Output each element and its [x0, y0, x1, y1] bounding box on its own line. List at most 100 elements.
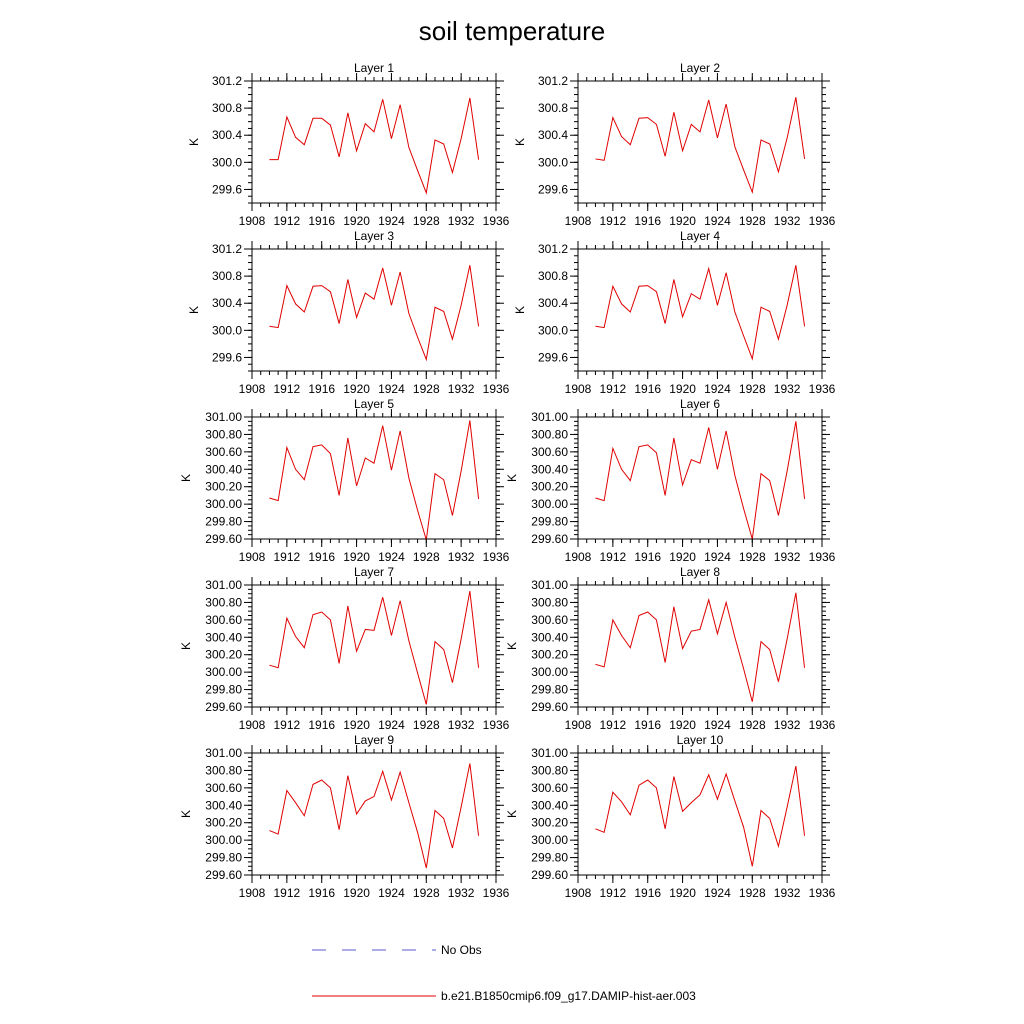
x-tick-label: 1916	[308, 886, 335, 900]
y-tick-label: 300.0	[538, 323, 568, 337]
y-tick-label: 300.40	[205, 462, 242, 476]
series-line	[269, 420, 480, 541]
panel-layer-2: Layer 2 K 1908 1912 1916 1920 1924 1928 1932 1936…	[513, 61, 836, 228]
y-axis-label: K	[187, 138, 201, 146]
y-tick-label: 301.2	[538, 242, 568, 256]
panel-title: Layer 1	[354, 61, 394, 75]
x-tick-label: 1928	[413, 382, 440, 396]
y-tick-label: 300.20	[205, 480, 242, 494]
x-tick-label: 1924	[704, 382, 731, 396]
x-tick-label: 1916	[308, 718, 335, 732]
x-tick-label: 1908	[565, 886, 592, 900]
y-tick-label: 299.80	[205, 683, 242, 697]
y-tick-label: 300.80	[205, 763, 242, 777]
x-tick-label: 1920	[669, 886, 696, 900]
y-tick-label: 299.60	[531, 532, 568, 546]
panel-layer-7: Layer 7 K 1908 1912 1916 1920 1924 1928 1932 1936…	[179, 565, 510, 732]
y-tick-label: 300.60	[531, 445, 568, 459]
series-line	[595, 592, 806, 702]
x-tick-label: 1916	[634, 718, 661, 732]
legend: No Obs b.e21.B1850cmip6.f09_g17.DAMIP-hi…	[312, 943, 696, 1003]
x-tick-label: 1932	[774, 718, 801, 732]
x-tick-label: 1932	[448, 718, 475, 732]
x-tick-label: 1936	[483, 214, 510, 228]
y-tick-label: 299.80	[531, 851, 568, 865]
x-tick-label: 1932	[774, 382, 801, 396]
x-tick-label: 1932	[448, 382, 475, 396]
x-tick-label: 1936	[809, 886, 836, 900]
y-tick-label: 301.00	[205, 410, 242, 424]
x-tick-label: 1936	[809, 214, 836, 228]
series-line	[595, 265, 806, 361]
y-tick-label: 299.6	[538, 182, 568, 196]
panel-title: Layer 10	[677, 733, 724, 747]
x-tick-label: 1920	[669, 550, 696, 564]
y-tick-label: 300.60	[205, 445, 242, 459]
x-tick-label: 1928	[739, 382, 766, 396]
x-tick-label: 1916	[634, 886, 661, 900]
y-tick-label: 300.40	[531, 798, 568, 812]
panel-layer-1: Layer 1 K 1908 1912 1916 1920 1924 1928 1932 1936…	[187, 61, 510, 228]
panel-layer-5: Layer 5 K 1908 1912 1916 1920 1924 1928 1932 1936…	[179, 397, 510, 564]
x-tick-label: 1908	[239, 214, 266, 228]
series-line	[269, 265, 480, 362]
y-tick-label: 299.60	[531, 700, 568, 714]
x-tick-label: 1932	[448, 550, 475, 564]
x-tick-label: 1936	[809, 718, 836, 732]
y-tick-label: 299.60	[531, 868, 568, 882]
y-tick-label: 300.80	[531, 595, 568, 609]
x-tick-label: 1916	[308, 214, 335, 228]
panel-title: Layer 5	[354, 397, 394, 411]
x-tick-label: 1932	[774, 886, 801, 900]
y-tick-label: 299.80	[205, 515, 242, 529]
x-tick-label: 1908	[565, 382, 592, 396]
x-tick-label: 1920	[343, 886, 370, 900]
y-axis-label: K	[179, 642, 193, 650]
x-tick-label: 1920	[343, 550, 370, 564]
x-tick-label: 1908	[239, 382, 266, 396]
y-tick-label: 300.20	[531, 648, 568, 662]
x-tick-label: 1932	[774, 214, 801, 228]
x-tick-label: 1936	[809, 382, 836, 396]
y-axis-label: K	[505, 642, 519, 650]
x-tick-label: 1920	[343, 718, 370, 732]
y-tick-label: 300.00	[531, 497, 568, 511]
legend-label-model: b.e21.B1850cmip6.f09_g17.DAMIP-hist-aer.…	[441, 989, 696, 1003]
legend-label-no-obs: No Obs	[441, 943, 482, 957]
y-tick-label: 300.60	[205, 781, 242, 795]
series-line	[269, 591, 480, 705]
x-tick-label: 1912	[600, 886, 627, 900]
y-tick-label: 300.4	[212, 296, 242, 310]
y-tick-label: 300.00	[531, 833, 568, 847]
panel-layer-3: Layer 3 K 1908 1912 1916 1920 1924 1928 1932 1936…	[187, 229, 510, 396]
x-tick-label: 1908	[565, 718, 592, 732]
plot-frame	[577, 584, 823, 708]
series-line	[595, 765, 806, 867]
y-tick-label: 301.2	[538, 74, 568, 88]
y-axis-label: K	[179, 474, 193, 482]
y-axis-label: K	[179, 810, 193, 818]
y-tick-label: 301.00	[205, 746, 242, 760]
x-tick-label: 1924	[378, 718, 405, 732]
x-tick-label: 1928	[413, 550, 440, 564]
panel-layer-8: Layer 8 K 1908 1912 1916 1920 1924 1928 1932 1936…	[505, 565, 836, 732]
y-tick-label: 300.8	[538, 269, 568, 283]
x-tick-label: 1920	[343, 214, 370, 228]
plot-frame	[251, 752, 497, 876]
x-tick-label: 1924	[704, 718, 731, 732]
x-tick-label: 1912	[274, 550, 301, 564]
x-tick-label: 1932	[774, 550, 801, 564]
panel-layer-6: Layer 6 K 1908 1912 1916 1920 1924 1928 1932 1936…	[505, 397, 836, 564]
y-tick-label: 300.40	[531, 630, 568, 644]
y-tick-label: 300.20	[531, 480, 568, 494]
y-tick-label: 300.0	[538, 155, 568, 169]
panel-layer-10: Layer 10 K 1908 1912 1916 1920 1924 1928 1932 193…	[505, 733, 836, 900]
y-tick-label: 300.40	[205, 630, 242, 644]
series-line	[269, 97, 480, 195]
panel-layer-4: Layer 4 K 1908 1912 1916 1920 1924 1928 1932 1936…	[513, 229, 836, 396]
y-tick-label: 300.8	[212, 101, 242, 115]
y-tick-label: 300.60	[205, 613, 242, 627]
y-tick-label: 299.6	[538, 350, 568, 364]
y-axis-label: K	[505, 474, 519, 482]
panel-title: Layer 7	[354, 565, 394, 579]
